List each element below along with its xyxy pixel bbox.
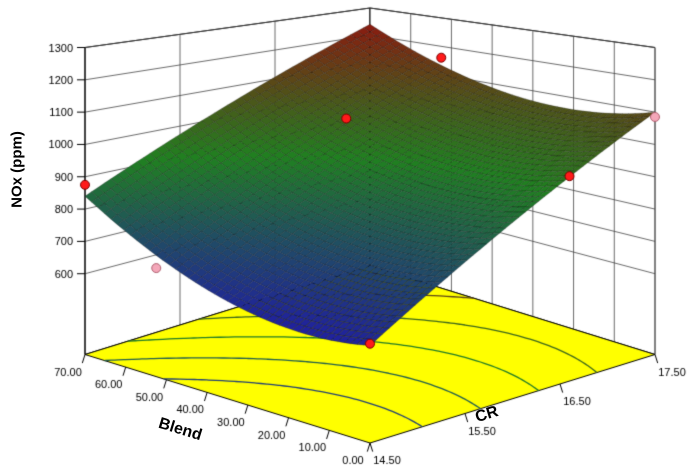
nox-response-surface-chart: NOx (ppm) Blend CR (0, 0, 690, 470)
surface-plot-canvas (0, 0, 690, 470)
